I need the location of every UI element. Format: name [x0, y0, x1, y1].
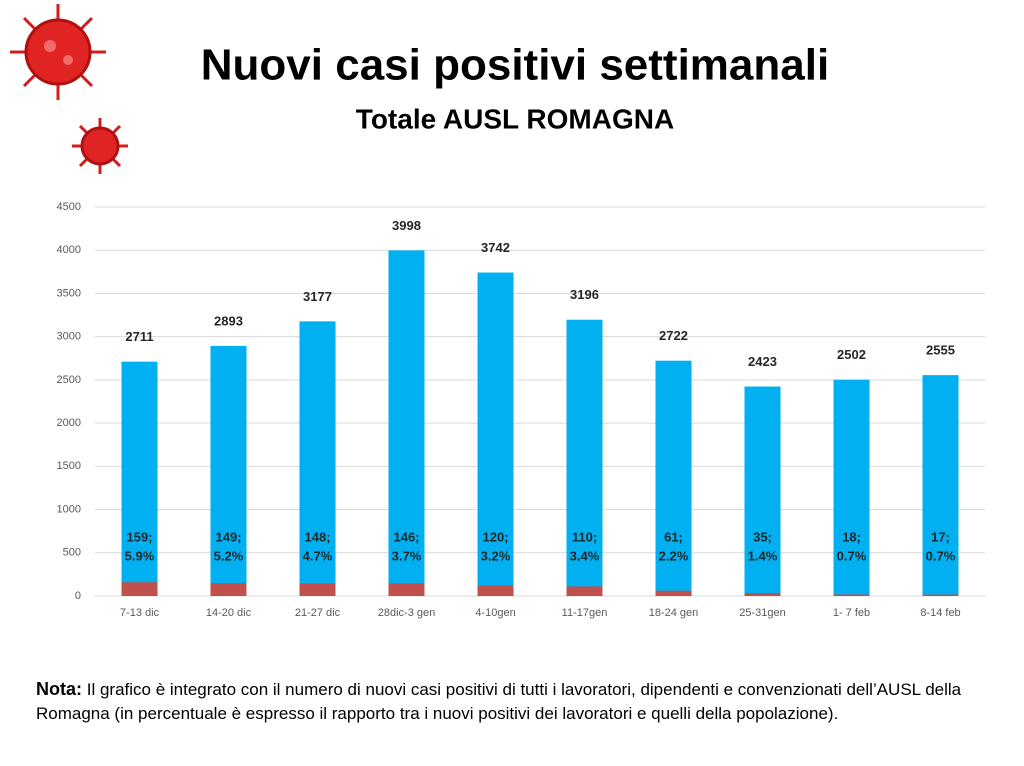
share-label: 3.4%	[570, 548, 600, 563]
y-tick-label: 4000	[57, 244, 81, 256]
value-label: 3177	[303, 289, 332, 304]
y-tick-label: 3500	[57, 287, 81, 299]
share-label: 0.7%	[926, 548, 956, 563]
bar	[833, 379, 870, 596]
value-label: 159;	[126, 529, 152, 544]
share-label: 4.7%	[303, 548, 333, 563]
note-label: Nota:	[36, 679, 82, 699]
bar	[477, 272, 514, 596]
value-label: 17;	[931, 529, 950, 544]
bar	[210, 345, 247, 596]
value-label: 3196	[570, 287, 599, 302]
y-tick-label: 4500	[57, 201, 81, 213]
value-label: 2711	[125, 329, 153, 344]
value-label: 110;	[572, 529, 597, 544]
bar	[655, 590, 692, 596]
value-label: 2502	[837, 347, 866, 362]
share-label: 0.7%	[837, 548, 867, 563]
bar	[744, 592, 781, 596]
value-label: 3742	[481, 240, 510, 255]
share-label: 5.9%	[125, 548, 155, 563]
x-tick-label: 8-14 feb	[920, 607, 960, 619]
value-label: 61;	[664, 529, 683, 544]
note: Nota: Il grafico è integrato con il nume…	[36, 677, 986, 726]
bar	[299, 583, 336, 596]
bar	[388, 250, 425, 596]
bar	[299, 321, 336, 596]
value-label: 146;	[393, 529, 419, 544]
bar	[566, 319, 603, 596]
share-label: 3.7%	[392, 548, 422, 563]
share-label: 2.2%	[659, 548, 689, 563]
virus-icon	[10, 4, 128, 174]
y-tick-label: 1500	[57, 460, 81, 472]
bar	[744, 386, 781, 596]
x-tick-label: 11-17gen	[562, 607, 608, 619]
x-tick-label: 28dic-3 gen	[378, 607, 436, 619]
share-label: 1.4%	[748, 548, 778, 563]
value-label: 2722	[659, 328, 688, 343]
note-text: Il grafico è integrato con il numero di …	[36, 680, 962, 723]
y-tick-label: 500	[63, 547, 81, 559]
value-label: 120;	[482, 529, 508, 544]
value-label: 2423	[748, 354, 777, 369]
bar	[655, 360, 692, 596]
value-label: 35;	[753, 529, 772, 544]
bar	[210, 583, 247, 596]
bar	[388, 583, 425, 596]
value-label: 3998	[392, 218, 421, 233]
x-tick-label: 18-24 gen	[649, 607, 699, 619]
bar	[922, 375, 959, 596]
value-label: 2893	[214, 313, 243, 328]
x-tick-label: 21-27 dic	[295, 607, 341, 619]
y-tick-label: 2000	[57, 417, 81, 429]
value-label: 149;	[215, 529, 241, 544]
x-tick-label: 25-31gen	[739, 607, 786, 619]
value-label: 2555	[926, 343, 955, 358]
share-label: 3.2%	[481, 548, 511, 563]
x-tick-label: 4-10gen	[475, 607, 515, 619]
y-tick-label: 3000	[57, 331, 81, 343]
y-tick-label: 2500	[57, 374, 81, 386]
chart-subtitle: Totale AUSL ROMAGNA	[356, 103, 674, 134]
chart-title: Nuovi casi positivi settimanali	[201, 41, 829, 90]
x-tick-label: 7-13 dic	[120, 607, 160, 619]
y-tick-label: 1000	[57, 503, 81, 515]
x-tick-label: 14-20 dic	[206, 607, 252, 619]
value-label: 18;	[842, 529, 861, 544]
x-tick-label: 1- 7 feb	[833, 607, 870, 619]
bar	[477, 585, 514, 596]
bar	[121, 361, 158, 596]
bar	[566, 586, 603, 596]
bar	[121, 582, 158, 596]
bar	[833, 594, 870, 596]
bar	[922, 594, 959, 596]
chart: Nuovi casi positivi settimanali Totale A…	[10, 4, 985, 619]
y-tick-label: 0	[75, 590, 81, 602]
share-label: 5.2%	[214, 548, 244, 563]
value-label: 148;	[304, 529, 330, 544]
